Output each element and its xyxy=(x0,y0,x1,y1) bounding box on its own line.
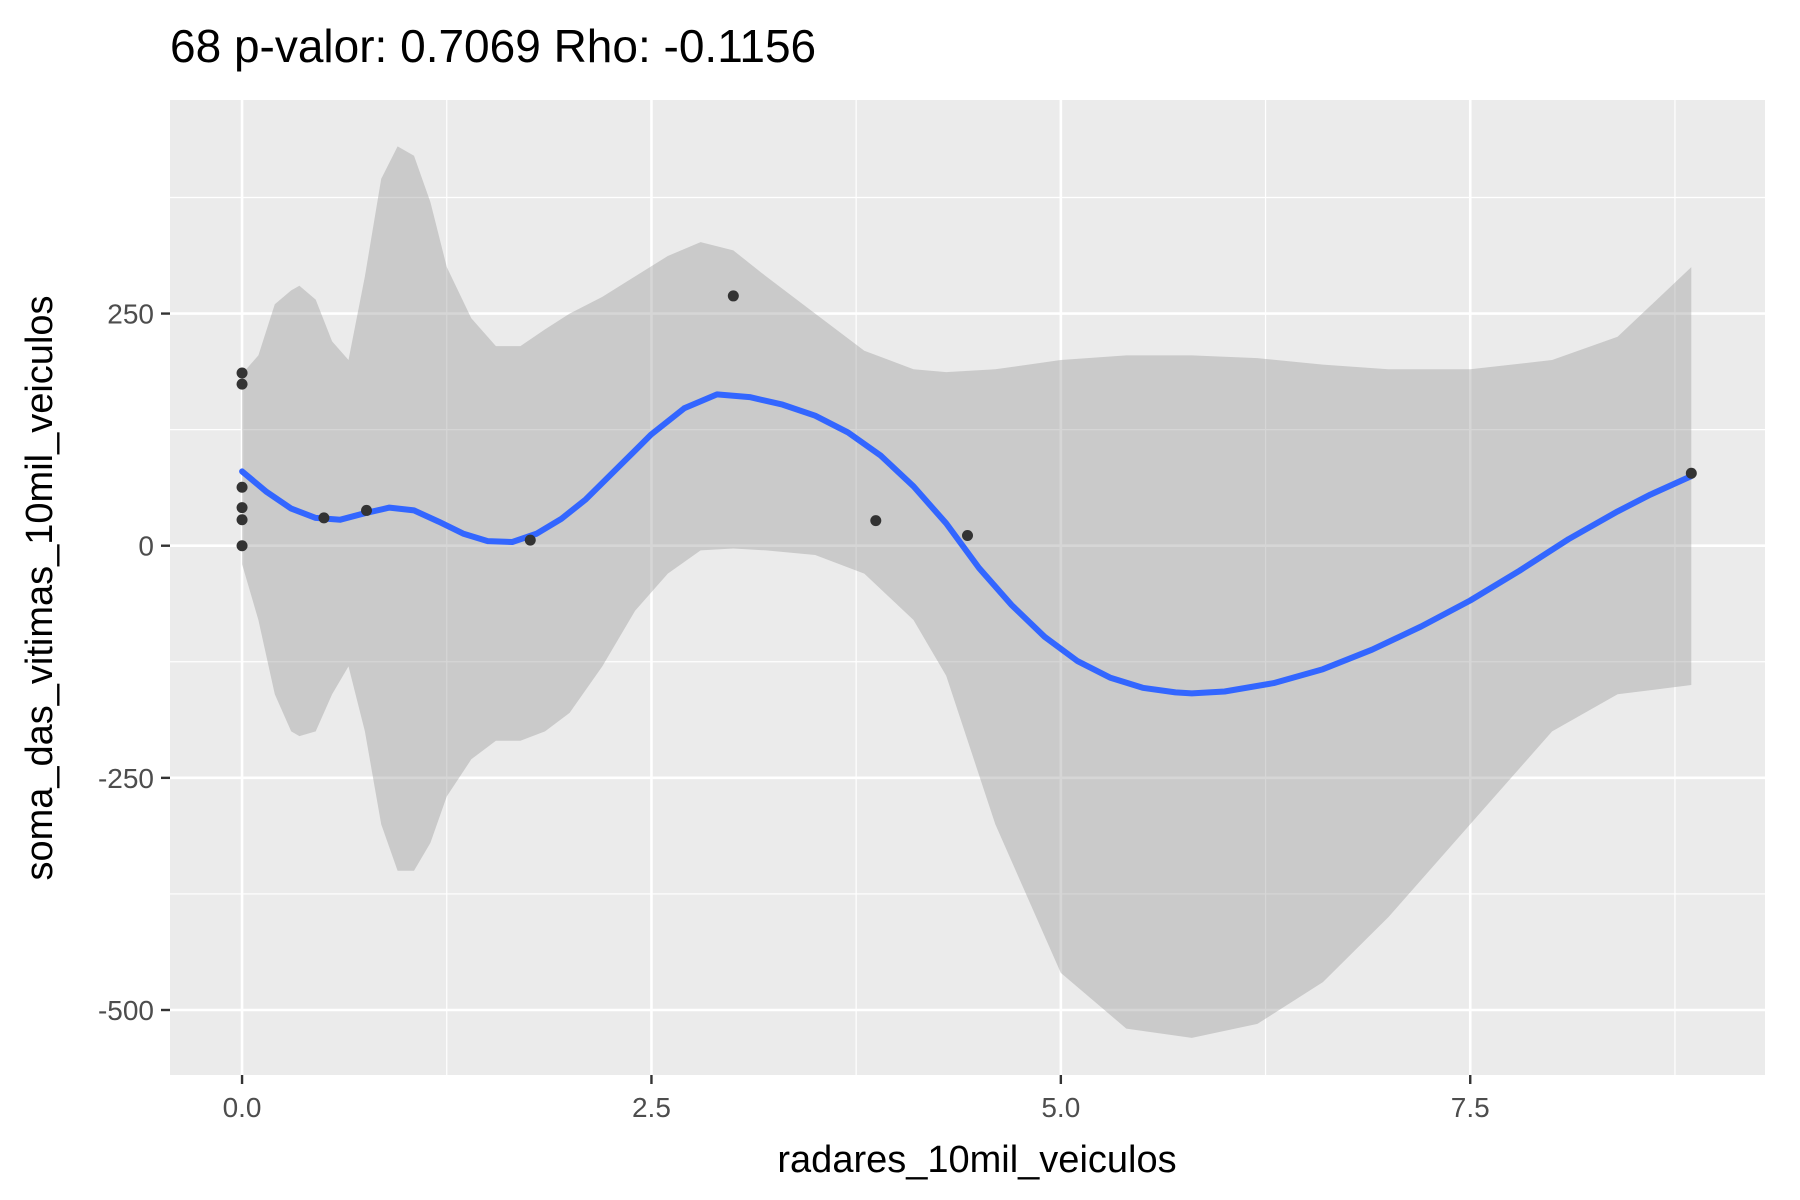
x-axis: 0.0 2.5 5.0 7.5 xyxy=(223,1075,1490,1123)
data-point xyxy=(236,367,248,379)
data-point xyxy=(236,514,248,526)
y-tick-label: 250 xyxy=(107,299,154,330)
data-point xyxy=(236,378,248,390)
data-point xyxy=(236,540,248,552)
data-points xyxy=(236,290,1697,552)
x-tick-label: 2.5 xyxy=(632,1092,671,1123)
data-point xyxy=(236,481,248,493)
x-tick-label: 7.5 xyxy=(1451,1092,1490,1123)
data-point xyxy=(524,534,536,546)
x-tick-label: 5.0 xyxy=(1041,1092,1080,1123)
y-axis-title: soma_das_vitimas_10mil_veiculos xyxy=(19,295,61,880)
data-point xyxy=(870,515,882,527)
y-tick-label: -250 xyxy=(98,763,154,794)
data-point xyxy=(962,530,973,541)
smooth-line xyxy=(239,391,1695,697)
grid-major xyxy=(170,100,1765,1075)
x-tick-label: 0.0 xyxy=(223,1092,262,1123)
data-point xyxy=(361,504,373,516)
data-point xyxy=(318,512,330,524)
grid-minor xyxy=(170,100,1765,1075)
x-axis-title: radares_10mil_veiculos xyxy=(777,1139,1176,1181)
y-axis: 250 0 -250 -500 xyxy=(98,299,170,1026)
chart-title: 68 p-valor: 0.7069 Rho: -0.1156 xyxy=(170,20,816,72)
data-point xyxy=(727,290,739,302)
data-point xyxy=(1685,467,1697,479)
y-tick-label: -500 xyxy=(98,995,154,1026)
confidence-ribbon xyxy=(242,146,1692,1038)
data-point xyxy=(236,502,248,514)
plot-panel xyxy=(170,100,1765,1075)
y-tick-label: 0 xyxy=(138,531,154,562)
